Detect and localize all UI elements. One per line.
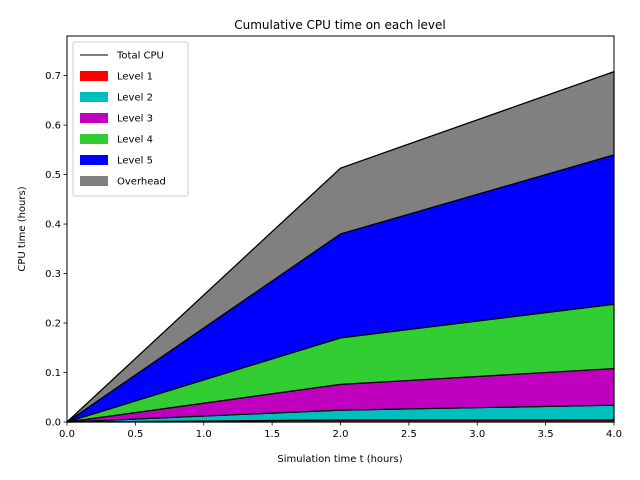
legend-label-level-1: Level 1 xyxy=(117,72,153,83)
legend-swatch-overhead xyxy=(80,176,108,186)
y-tick-label: 0.1 xyxy=(45,368,61,379)
legend-swatch-level-4 xyxy=(80,134,108,144)
y-axis-label: CPU time (hours) xyxy=(17,186,28,271)
y-tick-label: 0.7 xyxy=(45,71,61,82)
x-tick-label: 3.5 xyxy=(538,429,554,440)
x-tick-label: 1.0 xyxy=(196,429,212,440)
y-tick-label: 0.6 xyxy=(45,121,61,132)
x-tick-label: 0.0 xyxy=(59,429,75,440)
legend: Total CPU Level 1 Level 2 Level 3 Level 4 Lev… xyxy=(72,41,189,197)
y-tick-label: 0.4 xyxy=(45,220,61,231)
legend-label-overhead: Overhead xyxy=(117,177,166,188)
legend-label-total-cpu: Total CPU xyxy=(116,51,164,62)
y-tick-label: 0.0 xyxy=(45,418,61,429)
legend-swatch-level-5 xyxy=(80,155,108,165)
x-axis-label: Simulation time t (hours) xyxy=(277,454,402,465)
x-tick-label: 4.0 xyxy=(606,429,622,440)
legend-label-level-2: Level 2 xyxy=(117,93,153,104)
y-tick-label: 0.5 xyxy=(45,170,61,181)
legend-label-level-5: Level 5 xyxy=(117,156,153,167)
x-axis-ticks: 0.0 0.5 1.0 1.5 2.0 2.5 3.0 3.5 4.0 xyxy=(59,422,622,440)
x-tick-label: 3.0 xyxy=(469,429,485,440)
legend-swatch-level-2 xyxy=(80,92,108,102)
legend-label-level-4: Level 4 xyxy=(117,135,153,146)
y-axis-ticks: 0.0 0.1 0.2 0.3 0.4 0.5 0.6 0.7 xyxy=(45,71,67,429)
chart-title: Cumulative CPU time on each level xyxy=(234,18,446,32)
total-cpu-line xyxy=(66,71,615,423)
x-tick-label: 2.5 xyxy=(401,429,417,440)
y-tick-label: 0.3 xyxy=(45,269,61,280)
x-tick-label: 1.5 xyxy=(264,429,280,440)
legend-swatch-level-3 xyxy=(80,113,108,123)
legend-label-level-3: Level 3 xyxy=(117,114,153,125)
total-cpu-line-group xyxy=(66,71,615,423)
y-tick-label: 0.2 xyxy=(45,319,61,330)
legend-swatch-level-1 xyxy=(80,71,108,81)
x-tick-label: 0.5 xyxy=(127,429,143,440)
x-tick-label: 2.0 xyxy=(333,429,349,440)
